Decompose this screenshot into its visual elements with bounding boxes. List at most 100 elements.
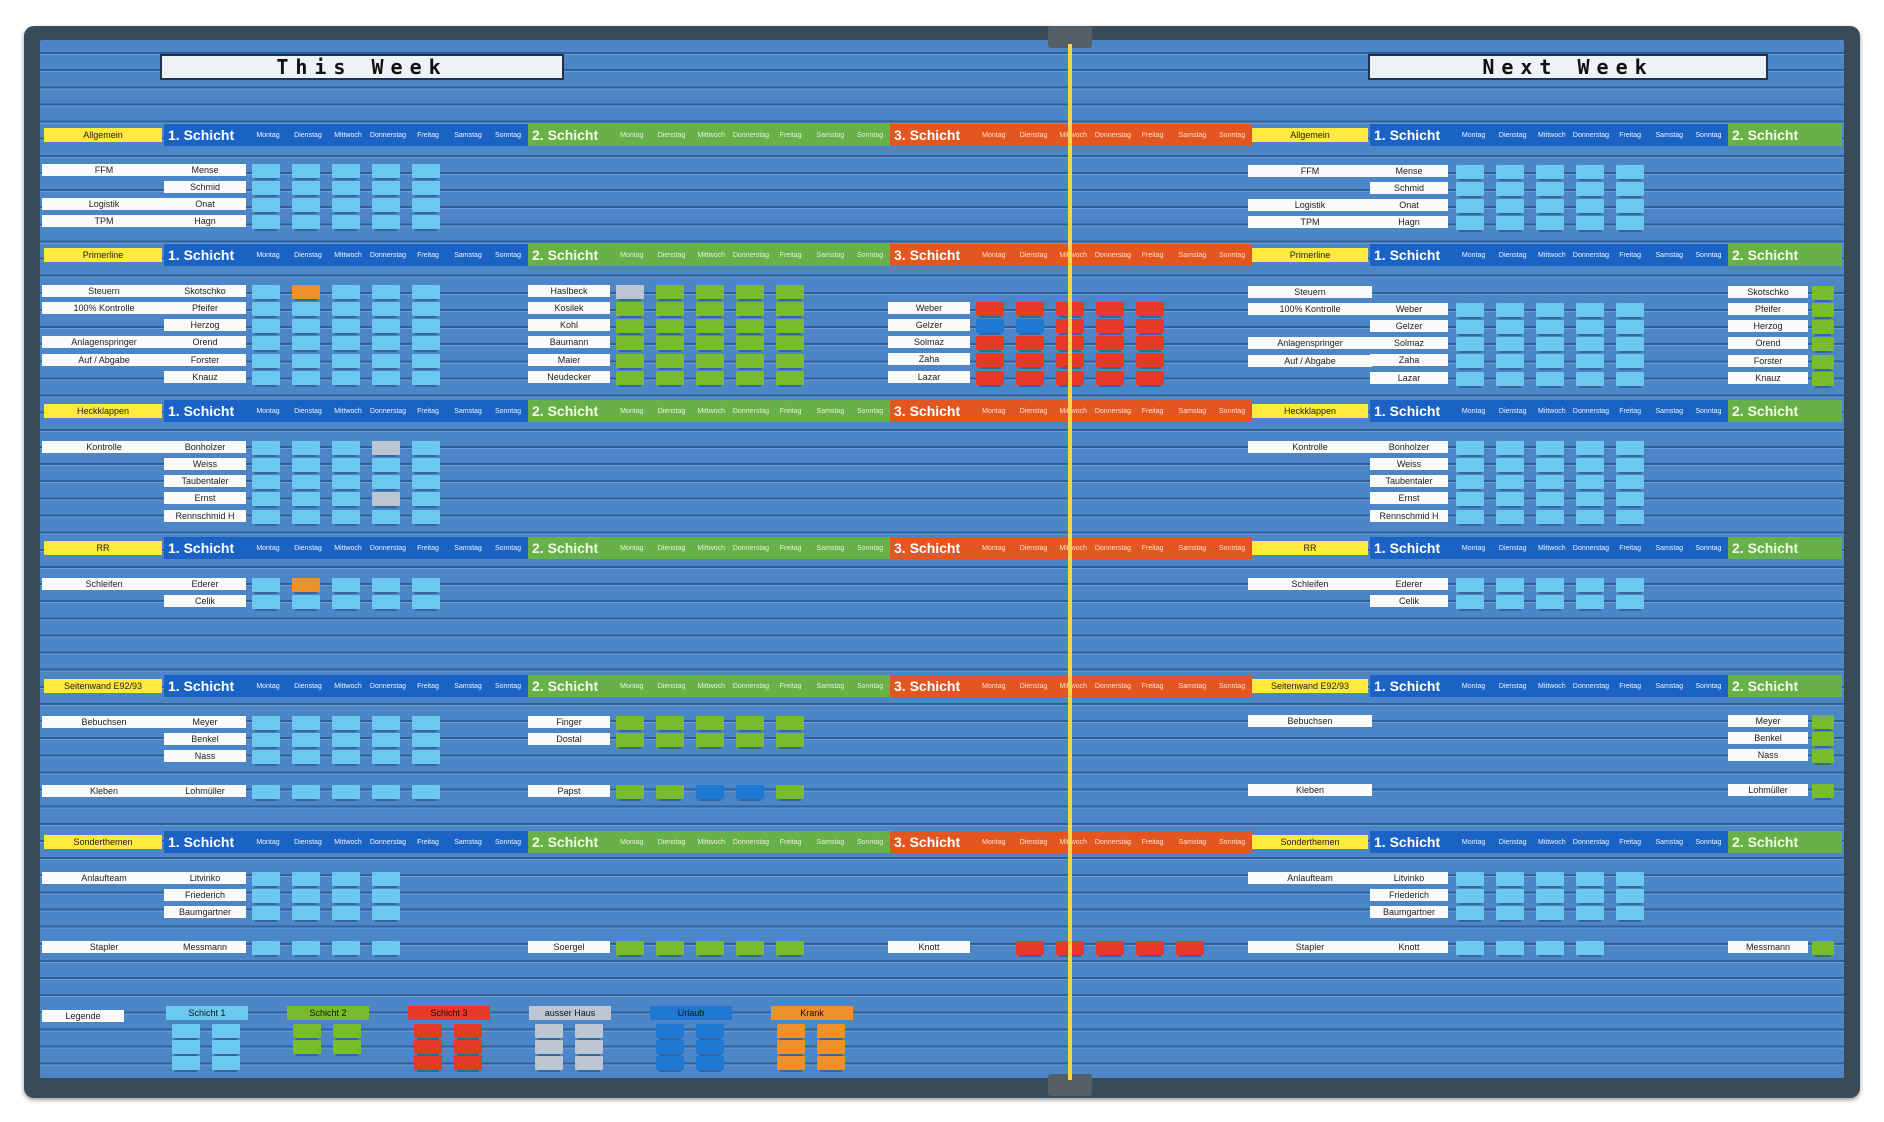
this-sonder-s1-r0-magnet-3[interactable] <box>372 872 400 888</box>
this-heck-r1-magnet-3[interactable] <box>372 458 400 474</box>
this-primer-s1-1[interactable]: Pfeifer <box>164 302 246 314</box>
this-heck-s1-4[interactable]: Rennschmid H <box>164 510 246 522</box>
this-seiten-s2-1[interactable]: Dostal <box>528 733 610 745</box>
this-seiten-s1-r4-magnet-1[interactable] <box>292 785 320 801</box>
this-primer-s1-r3-magnet-3[interactable] <box>372 336 400 352</box>
next-heckklappen-s1-1[interactable]: Weiss <box>1370 458 1448 470</box>
this-seiten-s1-r1-magnet-4[interactable] <box>412 733 440 749</box>
this-sonder-s3-0[interactable]: Knott <box>888 941 970 953</box>
this-primer-s2-r1-magnet-2[interactable] <box>696 302 724 318</box>
this-primer-task-1[interactable]: 100% Kontrolle <box>42 302 166 314</box>
next-primerline-s2-5[interactable]: Knauz <box>1728 372 1808 384</box>
this-seiten-s1-r1-magnet-2[interactable] <box>332 733 360 749</box>
next-allgemein-task-2[interactable]: TPM <box>1248 216 1372 228</box>
divider-rail[interactable] <box>1068 44 1072 1080</box>
this-primer-s3-r0-magnet-0[interactable] <box>976 302 1004 318</box>
this-primer-s3-2[interactable]: Solmaz <box>888 336 970 348</box>
this-allg-r3-magnet-4[interactable] <box>412 215 440 231</box>
next-primerline-s1-3[interactable]: Zaha <box>1370 354 1448 366</box>
this-seiten-s1-r2-magnet-1[interactable] <box>292 750 320 766</box>
this-primer-s2-r0-magnet-2[interactable] <box>696 285 724 301</box>
this-seiten-s1-0[interactable]: Meyer <box>164 716 246 728</box>
next-allg-r1-magnet-0[interactable] <box>1456 182 1484 198</box>
this-sonder-s1-r2-magnet-2[interactable] <box>332 906 360 922</box>
this-seiten-s2-r1-magnet-3[interactable] <box>736 733 764 749</box>
this-heck-task-0[interactable]: Kontrolle <box>42 441 166 453</box>
this-seiten-s1-1[interactable]: Benkel <box>164 733 246 745</box>
next-primer-s1-r0-magnet-0[interactable] <box>1456 303 1484 319</box>
this-seiten-s2-r1-magnet-1[interactable] <box>656 733 684 749</box>
this-primer-s3-r2-magnet-4[interactable] <box>1136 336 1164 352</box>
this-heck-r1-magnet-4[interactable] <box>412 458 440 474</box>
next-heck-r2-magnet-0[interactable] <box>1456 475 1484 491</box>
this-allg-r2-magnet-1[interactable] <box>292 198 320 214</box>
next-sonderthemen-s1-1[interactable]: Friederich <box>1370 889 1448 901</box>
next-heck-r4-magnet-0[interactable] <box>1456 510 1484 526</box>
next-allg-r0-magnet-0[interactable] <box>1456 165 1484 181</box>
next-allg-r1-magnet-4[interactable] <box>1616 182 1644 198</box>
this-rr-r0-magnet-0[interactable] <box>252 578 280 594</box>
this-primer-s1-r3-magnet-0[interactable] <box>252 336 280 352</box>
this-primer-task-3[interactable]: Auf / Abgabe <box>42 354 166 366</box>
next-allg-r3-magnet-3[interactable] <box>1576 216 1604 232</box>
this-primer-s3-r2-magnet-3[interactable] <box>1096 336 1124 352</box>
this-primer-s1-r0-magnet-3[interactable] <box>372 285 400 301</box>
this-seiten-s2-0[interactable]: Finger <box>528 716 610 728</box>
next-primer-s1-r3-magnet-2[interactable] <box>1536 354 1564 370</box>
this-sonder-s2-r4-magnet-0[interactable] <box>616 941 644 957</box>
this-primer-s2-r4-magnet-4[interactable] <box>776 354 804 370</box>
next-heckklappen-s1-2[interactable]: Taubentaler <box>1370 475 1448 487</box>
next-sonder-s1-r2-magnet-4[interactable] <box>1616 906 1644 922</box>
this-primer-s2-r1-magnet-4[interactable] <box>776 302 804 318</box>
next-sonder-s1-r1-magnet-2[interactable] <box>1536 889 1564 905</box>
next-heck-r3-magnet-0[interactable] <box>1456 492 1484 508</box>
next-heck-r0-magnet-4[interactable] <box>1616 441 1644 457</box>
this-seiten-s1-3[interactable]: Lohmüller <box>164 785 246 797</box>
this-allg-r3-magnet-0[interactable] <box>252 215 280 231</box>
this-seiten-s1-r2-magnet-4[interactable] <box>412 750 440 766</box>
this-primer-s1-r4-magnet-3[interactable] <box>372 354 400 370</box>
this-primer-s3-r4-magnet-4[interactable] <box>1136 371 1164 387</box>
this-seiten-s1-r1-magnet-3[interactable] <box>372 733 400 749</box>
next-allg-r2-magnet-1[interactable] <box>1496 199 1524 215</box>
this-heck-r2-magnet-4[interactable] <box>412 475 440 491</box>
this-primer-s1-3[interactable]: Orend <box>164 336 246 348</box>
next-seitenwand-s2-1[interactable]: Benkel <box>1728 732 1808 744</box>
this-seiten-task-1[interactable]: Kleben <box>42 785 166 797</box>
this-primer-s2-0[interactable]: Haslbeck <box>528 285 610 297</box>
next-primer-s1-r4-magnet-2[interactable] <box>1536 372 1564 388</box>
this-heck-s1-0[interactable]: Bonholzer <box>164 441 246 453</box>
next-heck-r3-magnet-4[interactable] <box>1616 492 1644 508</box>
this-primer-s3-r4-magnet-1[interactable] <box>1016 371 1044 387</box>
next-primer-s2-magnet-5[interactable] <box>1812 372 1834 388</box>
this-allgemein-task-0[interactable]: FFM <box>42 164 166 176</box>
this-primer-s2-r3-magnet-3[interactable] <box>736 336 764 352</box>
next-sonder-s1-r1-magnet-1[interactable] <box>1496 889 1524 905</box>
this-seiten-s1-r2-magnet-2[interactable] <box>332 750 360 766</box>
this-heck-s1-3[interactable]: Ernst <box>164 492 246 504</box>
next-sonderthemen-s2-0[interactable]: Messmann <box>1728 941 1808 953</box>
next-seiten-s2-magnet-4[interactable] <box>1812 784 1834 800</box>
next-sonderthemen-s1-0[interactable]: Litvinko <box>1370 872 1448 884</box>
this-primer-s1-r1-magnet-0[interactable] <box>252 302 280 318</box>
this-sonder-s1-r4-magnet-0[interactable] <box>252 941 280 957</box>
this-rr-r1-magnet-1[interactable] <box>292 595 320 611</box>
this-heck-r3-magnet-1[interactable] <box>292 492 320 508</box>
next-sonder-s1-r2-magnet-0[interactable] <box>1456 906 1484 922</box>
this-primer-s2-r3-magnet-1[interactable] <box>656 336 684 352</box>
this-primer-s2-r0-magnet-4[interactable] <box>776 285 804 301</box>
next-allg-r2-magnet-4[interactable] <box>1616 199 1644 215</box>
this-primer-s2-r2-magnet-2[interactable] <box>696 319 724 335</box>
next-allg-r0-magnet-1[interactable] <box>1496 165 1524 181</box>
this-primer-s2-r5-magnet-0[interactable] <box>616 371 644 387</box>
next-allg-r0-magnet-2[interactable] <box>1536 165 1564 181</box>
next-rr-s1-0[interactable]: Ederer <box>1370 578 1448 590</box>
next-primer-s2-magnet-2[interactable] <box>1812 320 1834 336</box>
next-sonder-s1-r0-magnet-0[interactable] <box>1456 872 1484 888</box>
this-allg-r2-magnet-0[interactable] <box>252 198 280 214</box>
this-seiten-s2-r4-magnet-3[interactable] <box>736 785 764 801</box>
next-primerline-s1-0[interactable]: Weber <box>1370 303 1448 315</box>
this-seiten-s1-r0-magnet-4[interactable] <box>412 716 440 732</box>
next-heck-r0-magnet-2[interactable] <box>1536 441 1564 457</box>
this-primer-s1-r2-magnet-3[interactable] <box>372 319 400 335</box>
